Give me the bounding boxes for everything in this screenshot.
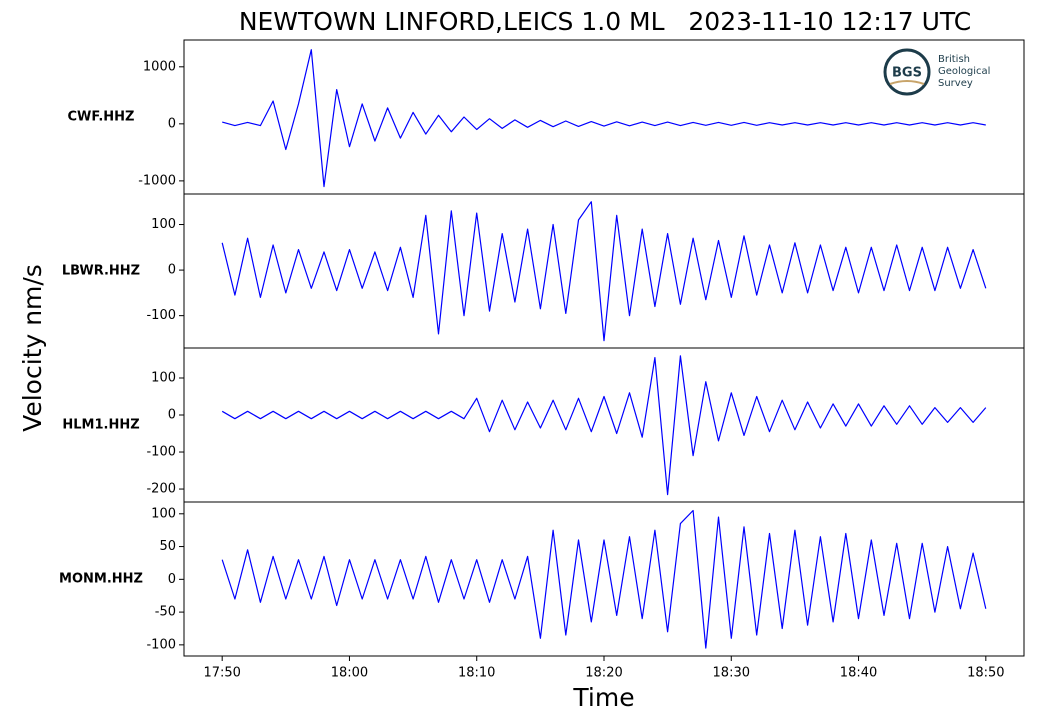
y-axis-label: Velocity nm/s (18, 264, 47, 432)
x-tick-label: 18:30 (713, 666, 750, 681)
panel-frame (183, 193, 1025, 349)
y-tick-label: 0 (168, 116, 176, 131)
y-tick-label: 0 (168, 263, 176, 278)
station-label: CWF.HHZ (68, 110, 135, 125)
x-tick-label: 18:50 (967, 666, 1004, 681)
y-tick-label: 0 (168, 572, 176, 587)
x-tick-label: 18:40 (840, 666, 877, 681)
panel-frame (183, 347, 1025, 503)
trace (221, 509, 987, 649)
y-tick-label: -100 (146, 308, 176, 323)
y-tick-label: -200 (146, 482, 176, 497)
y-tick-label: 100 (151, 217, 176, 232)
y-tick-label: 100 (151, 370, 176, 385)
chart-title: NEWTOWN LINFORD,LEICS 1.0 ML 2023-11-10 … (239, 7, 971, 36)
y-tick-label: 1000 (143, 59, 176, 74)
station-label: LBWR.HHZ (62, 264, 140, 279)
x-tick-label: 18:10 (458, 666, 495, 681)
station-label: HLM1.HHZ (62, 418, 139, 433)
y-tick-label: -100 (146, 637, 176, 652)
logo-text: Survey (938, 78, 973, 89)
logo-mark: BGS (892, 66, 922, 81)
trace (221, 355, 987, 496)
x-tick-label: 18:20 (585, 666, 622, 681)
y-tick-label: -100 (146, 445, 176, 460)
x-tick-label: 17:50 (203, 666, 240, 681)
logo-swoosh (889, 80, 925, 85)
panel-frame (183, 501, 1025, 657)
y-tick-label: 50 (159, 539, 176, 554)
logo-text: British (938, 54, 970, 65)
y-tick-label: 100 (151, 506, 176, 521)
trace (222, 49, 986, 188)
y-tick-label: -1000 (138, 173, 176, 188)
station-label: MONM.HHZ (59, 572, 143, 587)
logo: BGS British Geological Survey (883, 48, 990, 96)
y-tick-label: -50 (155, 605, 176, 620)
logo-text: Geological (938, 66, 990, 77)
x-tick-label: 18:00 (331, 666, 368, 681)
y-tick-label: 0 (168, 408, 176, 423)
x-axis-label: Time (572, 683, 634, 712)
trace (221, 201, 987, 342)
